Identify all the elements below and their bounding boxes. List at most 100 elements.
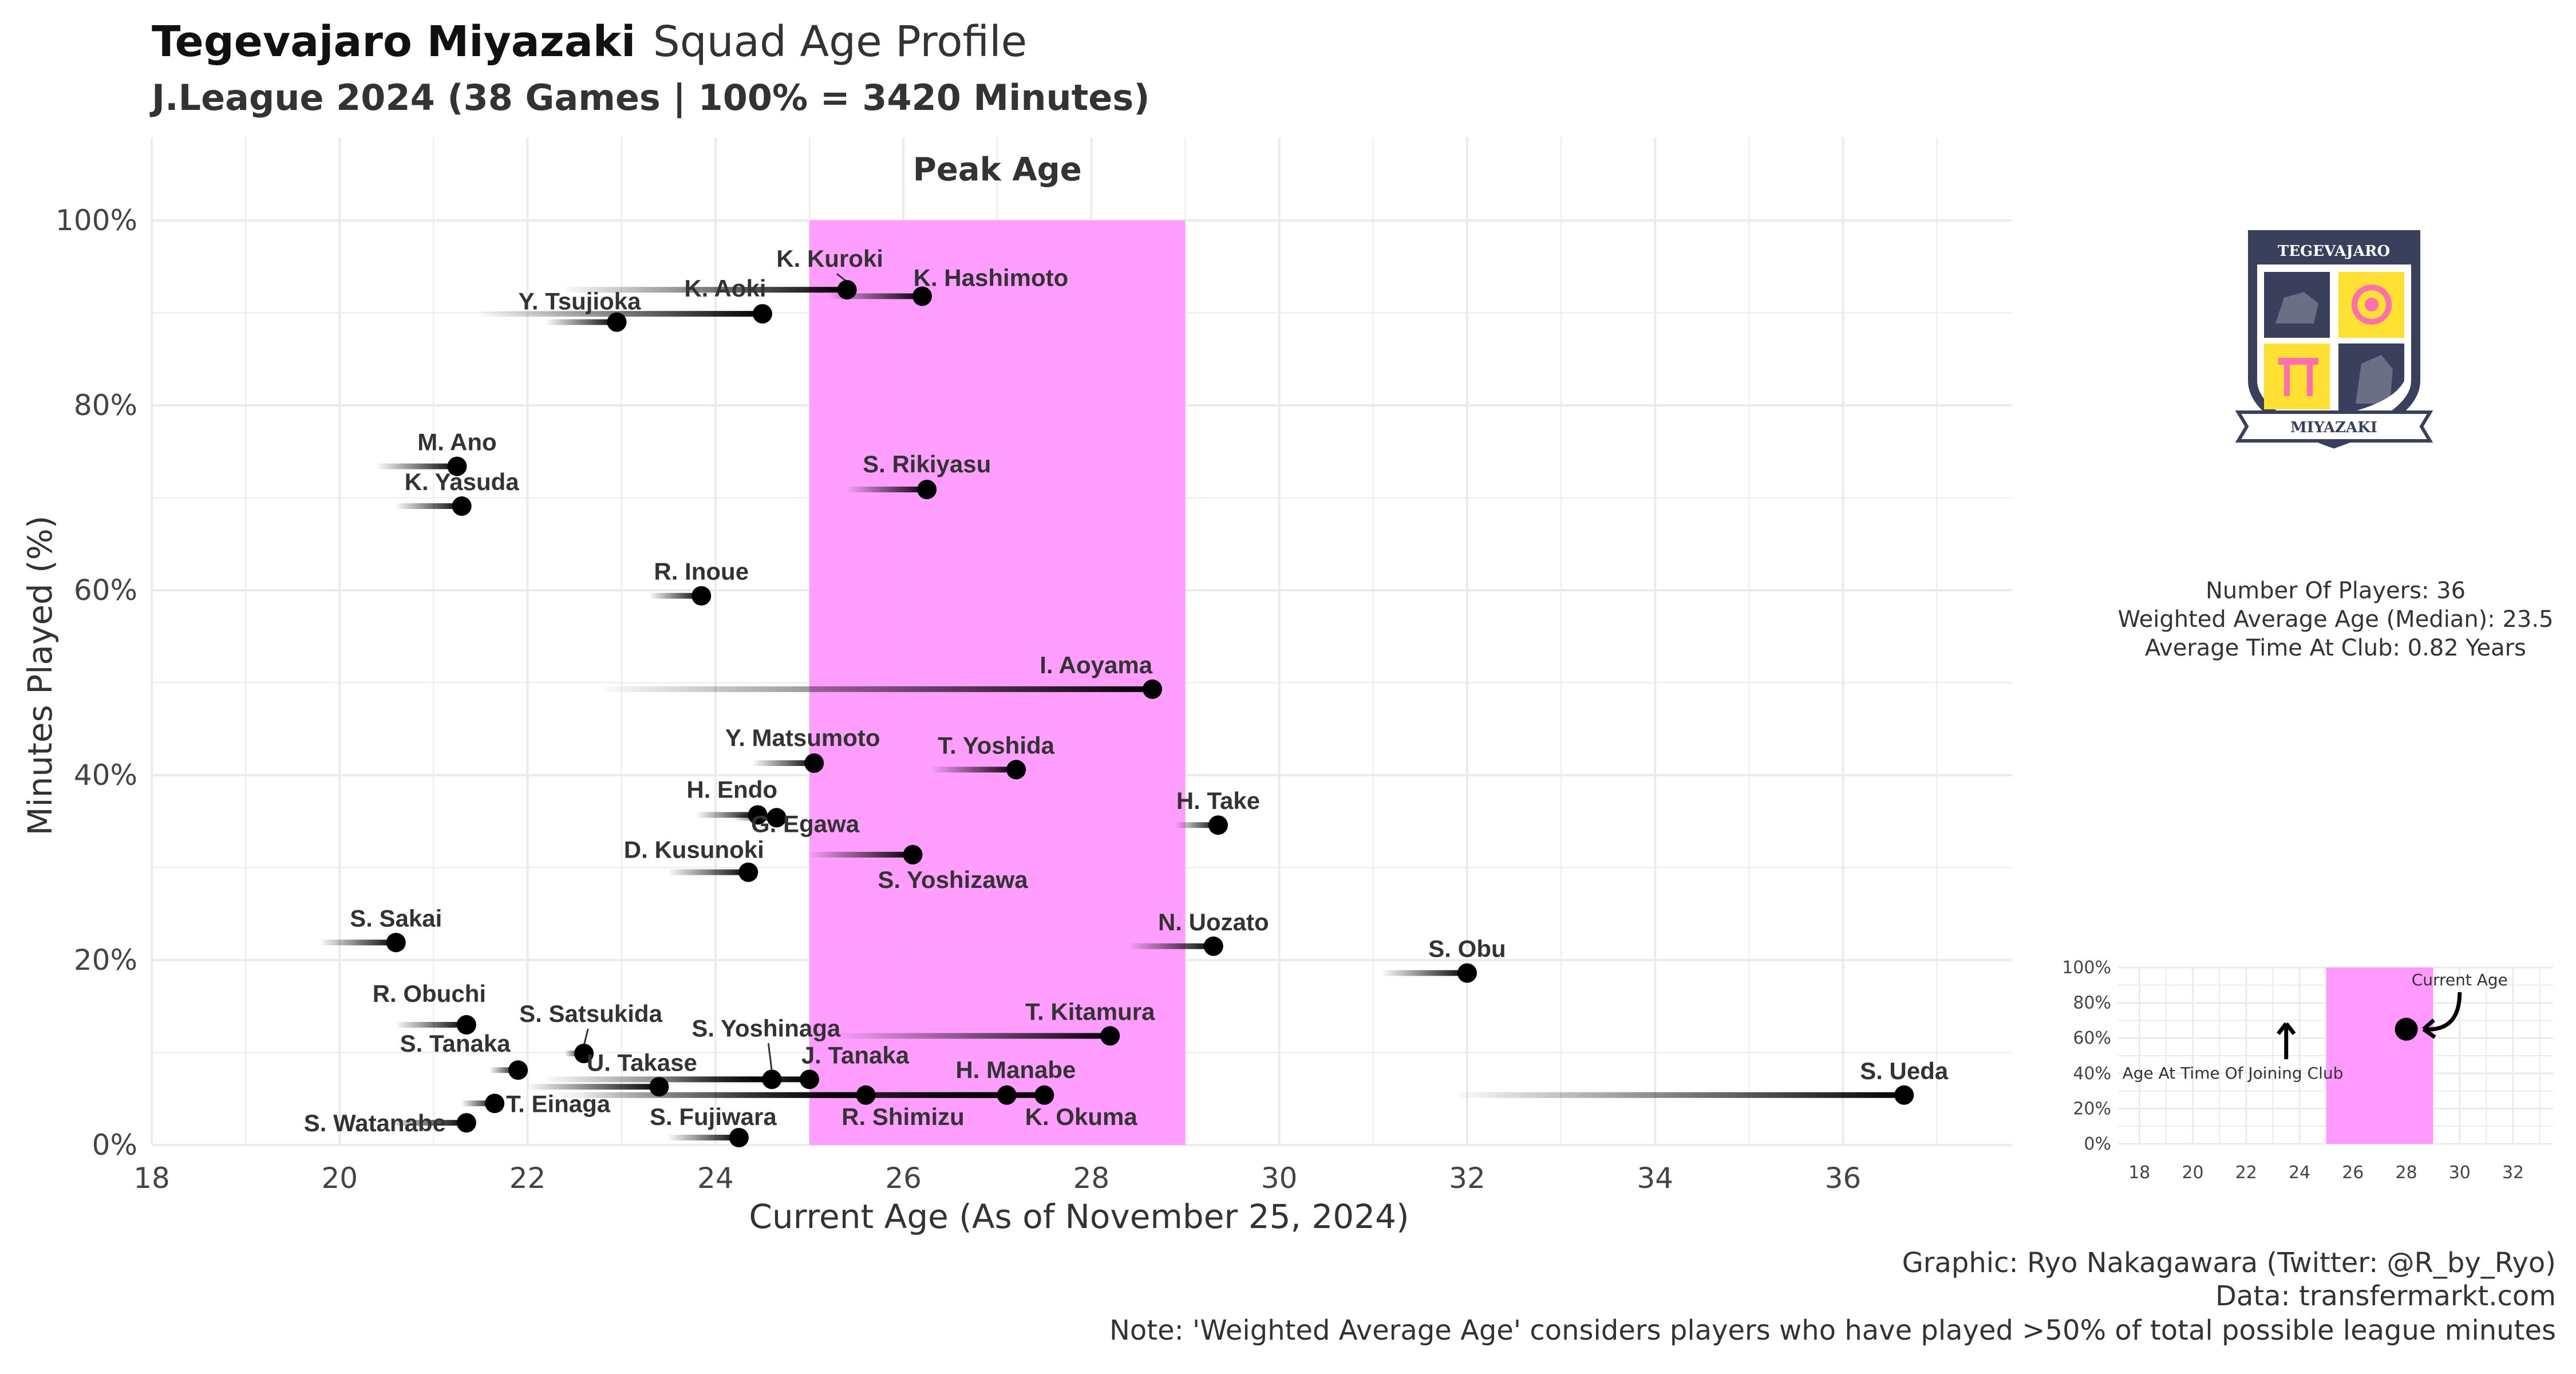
player-point-16 [386, 933, 406, 953]
tenure-line-11 [697, 812, 758, 818]
crest-bottom-text: MIYAZAKI [2290, 419, 2377, 436]
player-label-1: K. Hashimoto [914, 264, 1069, 291]
player-point-18 [1457, 963, 1477, 983]
tenure-line-8 [602, 686, 1153, 692]
player-label-0: K. Kuroki [776, 245, 883, 272]
peak-age-band [809, 220, 1186, 1145]
player-point-2 [752, 304, 772, 324]
inset-x-tick-label: 28 [2395, 1163, 2417, 1183]
player-label-31: S. Watanabe [304, 1110, 446, 1136]
player-label-20: S. Satsukida [519, 1000, 662, 1027]
tenure-line-18 [1382, 970, 1467, 976]
player-point-0 [837, 280, 857, 300]
inset-y-tick-label: 80% [2073, 993, 2111, 1013]
player-point-8 [1143, 679, 1163, 699]
player-point-9 [804, 753, 824, 773]
inset-x-tick-label: 30 [2449, 1163, 2471, 1183]
player-label-5: K. Yasuda [405, 468, 520, 495]
inset-joined-arrow [2276, 1022, 2296, 1060]
x-tick-label: 32 [1449, 1162, 1485, 1195]
player-point-23 [762, 1069, 782, 1089]
player-label-25: U. Takase [587, 1049, 697, 1076]
tenure-line-1 [828, 293, 922, 299]
player-label-17: N. Uozato [1158, 909, 1269, 935]
player-point-26 [1034, 1085, 1054, 1105]
x-tick-label: 24 [697, 1162, 734, 1195]
player-label-6: S. Rikiyasu [863, 451, 991, 477]
player-point-6 [917, 479, 937, 499]
tenure-line-31 [386, 1120, 467, 1126]
tenure-line-14 [809, 851, 913, 858]
chart-title: Tegevajaro Miyazaki Squad Age Profile [152, 17, 1027, 66]
player-label-9: Y. Matsumoto [725, 724, 880, 751]
player-point-10 [1006, 760, 1026, 780]
tenure-line-17 [1129, 943, 1214, 949]
player-label-16: S. Sakai [350, 905, 442, 931]
player-point-19 [456, 1015, 476, 1035]
player-label-2: K. Aoki [684, 275, 766, 302]
tenure-line-15 [668, 869, 749, 875]
player-label-30: T. Einaga [506, 1090, 611, 1117]
tenure-line-13 [1176, 822, 1219, 828]
stat-time-at-club: Average Time At Club: 0.82 Years [2145, 635, 2526, 661]
tenure-line-10 [931, 767, 1017, 773]
tenure-line-22 [489, 1067, 519, 1073]
x-tick-label: 34 [1637, 1162, 1673, 1195]
player-label-32: S. Fujiwara [650, 1103, 777, 1130]
stat-weighted-average-age: Weighted Average Age (Median): 23.5 [2117, 606, 2553, 633]
crest-top-text: TEGEVAJARO [2278, 243, 2390, 260]
x-tick-label: 36 [1825, 1162, 1862, 1195]
inset-y-tick-label: 100% [2062, 958, 2111, 978]
player-label-3: Y. Tsujioka [519, 288, 642, 315]
tenure-line-32 [668, 1135, 739, 1141]
y-tick-label: 20% [74, 943, 137, 977]
y-tick-label: 100% [56, 204, 137, 237]
legend-inset: 18 20 22 24 26 28 30 32 0% 20% 40% 60% 80% 100% Curr… [2062, 958, 2553, 1183]
player-point-28 [997, 1085, 1017, 1105]
tenure-line-21 [837, 1033, 1111, 1039]
club-crest: TEGEVAJARO MIYAZAKI [2235, 230, 2433, 449]
inset-y-tick-label: 60% [2073, 1028, 2111, 1048]
inset-x-tick-label: 26 [2342, 1163, 2364, 1183]
inset-joined-label: Age At Time Of Joining Club [2123, 1064, 2344, 1083]
y-axis-ticks: 0% 20% 40% 60% 80% 100% [56, 204, 137, 1162]
player-point-27 [856, 1085, 876, 1105]
y-tick-label: 60% [74, 574, 137, 607]
tenure-line-0 [565, 287, 847, 293]
tenure-line-3 [546, 319, 617, 325]
x-tick-label: 20 [321, 1162, 358, 1195]
inset-x-ticks: 18 20 22 24 26 28 30 32 [2128, 1163, 2524, 1183]
caption-graphic-credit: Graphic: Ryo Nakagawara (Twitter: @R_by_… [1902, 1247, 2556, 1279]
player-label-7: R. Inoue [654, 558, 749, 585]
player-label-24: J. Tanaka [801, 1041, 910, 1068]
player-point-3 [607, 312, 627, 332]
inset-y-tick-label: 40% [2073, 1064, 2111, 1084]
tenure-line-9 [753, 760, 815, 767]
player-point-24 [799, 1069, 819, 1089]
y-tick-label: 0% [92, 1128, 137, 1162]
player-point-32 [729, 1128, 749, 1148]
player-point-20 [574, 1044, 594, 1064]
player-point-7 [692, 586, 712, 606]
tenure-line-24 [546, 1076, 809, 1083]
inset-y-tick-label: 0% [2084, 1134, 2111, 1154]
leader-line-20 [583, 1028, 589, 1046]
player-point-25 [649, 1077, 669, 1097]
y-tick-label: 80% [74, 389, 137, 422]
player-point-12 [767, 808, 787, 828]
player-points [386, 280, 1914, 1148]
x-tick-label: 28 [1073, 1162, 1110, 1195]
player-point-30 [485, 1093, 505, 1114]
inset-peak-band [2326, 968, 2433, 1144]
player-label-15: D. Kusunoki [624, 836, 764, 863]
player-point-15 [738, 862, 758, 882]
caption-data-source: Data: transfermarkt.com [2215, 1280, 2556, 1312]
caption-note: Note: 'Weighted Average Age' considers p… [1109, 1314, 2556, 1347]
tenure-line-30 [461, 1100, 495, 1107]
stat-number-of-players: Number Of Players: 36 [2206, 578, 2466, 604]
inset-current-age-arrow [2422, 992, 2462, 1039]
tenure-line-7 [649, 593, 702, 599]
y-tick-label: 40% [74, 759, 137, 792]
player-point-22 [508, 1060, 528, 1080]
x-axis-ticks: 18 20 22 24 26 28 30 32 34 36 [133, 1162, 1861, 1195]
